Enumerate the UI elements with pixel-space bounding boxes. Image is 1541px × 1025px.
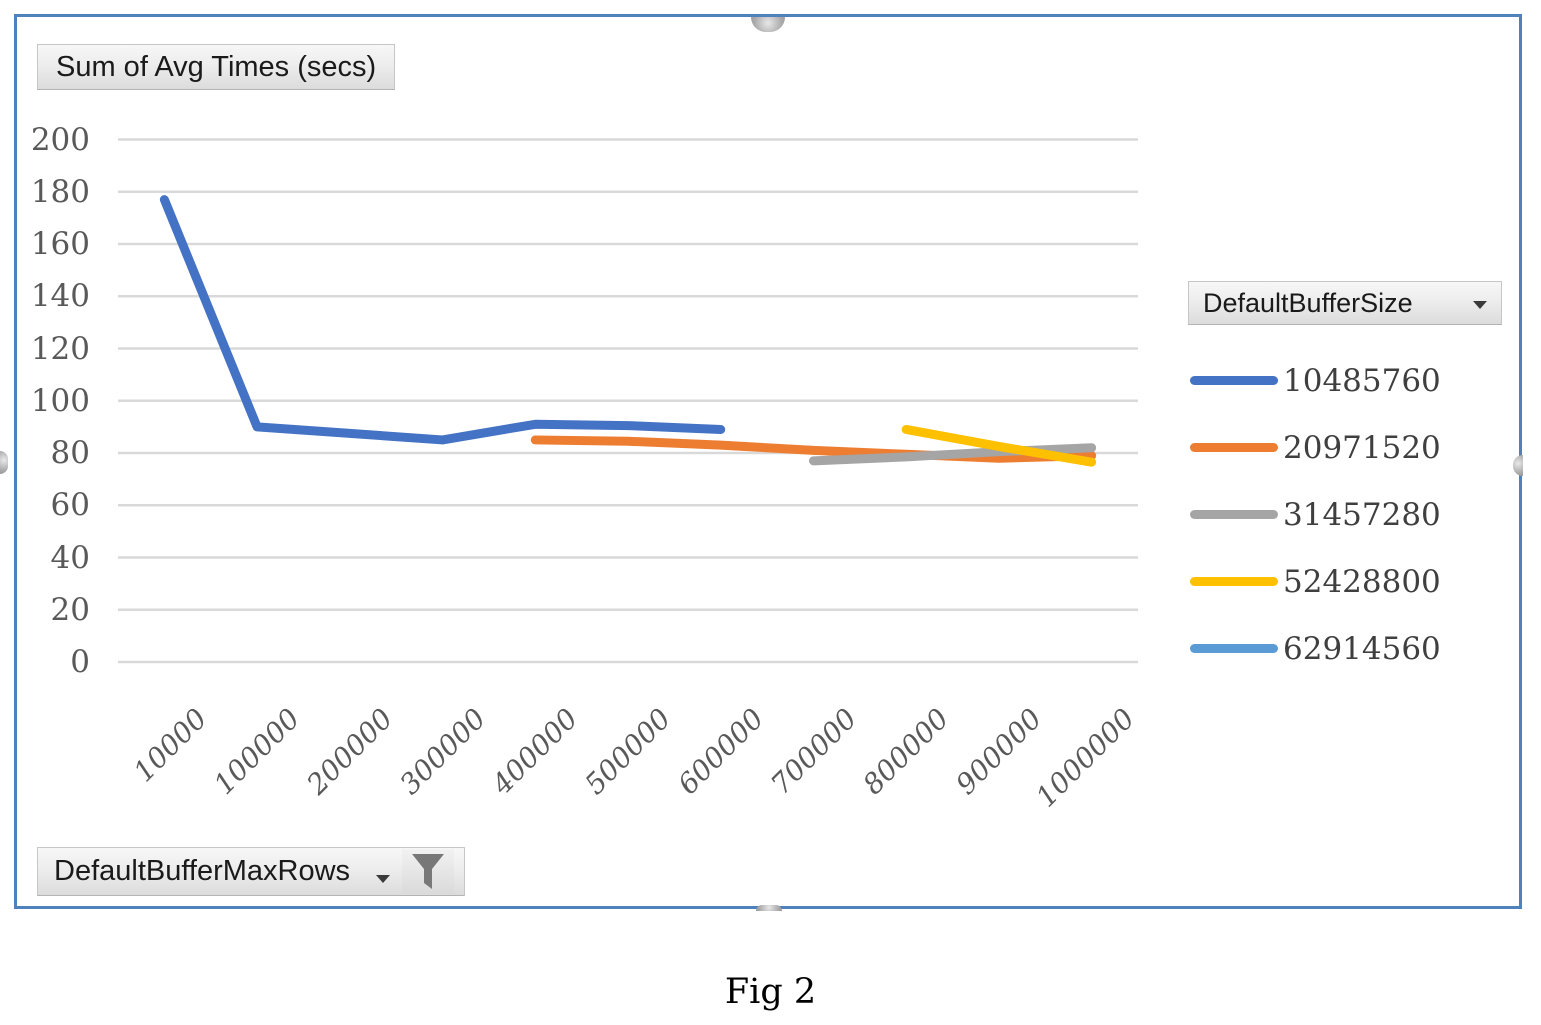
legend-item-label: 20971520 bbox=[1283, 429, 1441, 466]
y-axis-tick-label: 40 bbox=[50, 539, 90, 576]
legend-item: 62914560 bbox=[1190, 615, 1520, 682]
y-axis-tick-label: 80 bbox=[50, 435, 90, 471]
selection-handle-left[interactable] bbox=[0, 451, 8, 474]
selection-handle-right[interactable] bbox=[1513, 455, 1523, 476]
axis-field-label: DefaultBufferMaxRows bbox=[54, 855, 351, 887]
filter-button[interactable] bbox=[402, 849, 455, 894]
y-axis-tick-label: 0 bbox=[70, 644, 90, 680]
y-axis-tick-label: 160 bbox=[30, 226, 90, 262]
legend-item-label: 31457280 bbox=[1283, 496, 1441, 533]
legend-field-label: DefaultBufferSize bbox=[1203, 287, 1413, 318]
chart-legend: 10485760 20971520 31457280 52428800 62914560 bbox=[1190, 347, 1520, 682]
selection-handle-bottom[interactable] bbox=[756, 905, 782, 911]
value-field-button[interactable]: Sum of Avg Times (secs) bbox=[37, 44, 396, 90]
legend-swatch-icon bbox=[1190, 577, 1278, 586]
y-axis-tick-label: 20 bbox=[50, 591, 90, 628]
axis-field-button[interactable]: DefaultBufferMaxRows bbox=[37, 847, 466, 896]
legend-item-label: 62914560 bbox=[1283, 630, 1441, 667]
y-axis-tick-label: 120 bbox=[30, 330, 90, 367]
legend-item: 31457280 bbox=[1190, 481, 1520, 548]
legend-item: 52428800 bbox=[1190, 548, 1520, 615]
legend-swatch-icon bbox=[1190, 510, 1278, 519]
series-line-31457280[interactable] bbox=[808, 443, 1097, 466]
y-axis-tick-label: 60 bbox=[50, 487, 90, 524]
dropdown-arrow-icon bbox=[1473, 301, 1487, 309]
legend-item-label: 10485760 bbox=[1283, 362, 1441, 399]
series-line-10485760[interactable] bbox=[159, 195, 726, 445]
y-axis-tick-label: 140 bbox=[30, 278, 90, 315]
series-line-20971520[interactable] bbox=[530, 435, 1097, 463]
legend-swatch-icon bbox=[1190, 443, 1278, 452]
funnel-filter-icon bbox=[412, 853, 445, 889]
legend-item-label: 52428800 bbox=[1283, 563, 1441, 600]
y-axis-tick-label: 180 bbox=[30, 173, 90, 210]
y-axis-tick-label: 100 bbox=[30, 382, 90, 419]
figure-caption: Fig 2 bbox=[724, 972, 817, 1012]
legend-item: 20971520 bbox=[1190, 414, 1520, 481]
legend-swatch-icon bbox=[1190, 644, 1278, 653]
y-axis-tick-label: 200 bbox=[30, 121, 90, 158]
dropdown-arrow-icon bbox=[376, 874, 391, 883]
embedded-chart-image bbox=[14, 14, 1522, 909]
legend-swatch-icon bbox=[1190, 376, 1278, 385]
selection-handle-top[interactable] bbox=[751, 17, 785, 32]
legend-field-button[interactable]: DefaultBufferSize bbox=[1188, 281, 1502, 325]
series-line-52428800[interactable] bbox=[901, 424, 1097, 467]
legend-item: 10485760 bbox=[1190, 347, 1520, 414]
